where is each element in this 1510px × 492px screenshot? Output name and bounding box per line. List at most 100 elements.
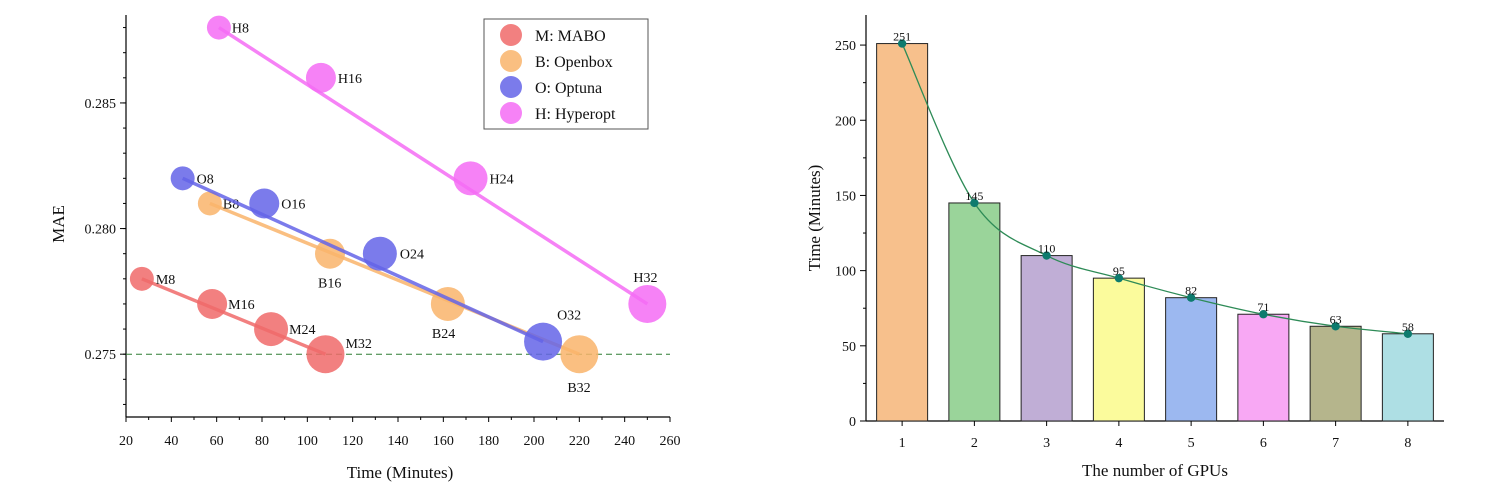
right-y-tick-label: 50 bbox=[842, 340, 856, 355]
bar-value-label: 95 bbox=[1113, 264, 1125, 278]
trend-line bbox=[901, 43, 1408, 335]
left-x-tick-label: 200 bbox=[524, 434, 545, 449]
left-x-tick-label: 60 bbox=[210, 434, 224, 449]
left-y-tick-label: 0.285 bbox=[85, 97, 117, 112]
bar bbox=[1165, 297, 1218, 422]
point-label: B32 bbox=[567, 381, 590, 396]
legend-label: M: MABO bbox=[535, 28, 606, 45]
point-label: M8 bbox=[156, 273, 175, 288]
left-y-tick-label: 0.280 bbox=[85, 223, 117, 238]
right-y-tick-label: 0 bbox=[849, 415, 856, 430]
scatter-point bbox=[206, 15, 231, 40]
left-x-tick-label: 160 bbox=[433, 434, 454, 449]
scatter-point bbox=[129, 266, 154, 291]
trend-marker bbox=[897, 39, 907, 48]
bar bbox=[948, 202, 1001, 422]
left-x-tick-label: 120 bbox=[342, 434, 363, 449]
legend-label: H: Hyperopt bbox=[535, 106, 616, 123]
scatter-point bbox=[524, 322, 563, 361]
legend-label: O: Optuna bbox=[535, 80, 602, 97]
right-x-tick-label: 4 bbox=[1115, 436, 1122, 451]
legend-marker bbox=[500, 50, 522, 72]
trend-marker bbox=[1403, 329, 1413, 338]
right-x-tick-label: 5 bbox=[1188, 436, 1195, 451]
point-label: M16 bbox=[228, 298, 254, 313]
left-x-tick-label: 140 bbox=[388, 434, 409, 449]
trend-marker bbox=[1186, 293, 1196, 302]
right-x-tick-label: 1 bbox=[899, 436, 906, 451]
scatter-point bbox=[453, 161, 488, 196]
left-x-tick-label: 220 bbox=[569, 434, 590, 449]
left-x-tick-label: 80 bbox=[255, 434, 269, 449]
series-trend-line bbox=[217, 26, 649, 306]
bar-value-label: 145 bbox=[965, 189, 983, 203]
trend-marker bbox=[970, 198, 979, 208]
point-label: O32 bbox=[557, 309, 581, 324]
bar-value-label: 71 bbox=[1257, 300, 1269, 314]
point-label: B24 bbox=[432, 327, 455, 342]
point-label: H8 bbox=[232, 22, 249, 37]
left-x-tick-label: 240 bbox=[614, 434, 635, 449]
trend-marker bbox=[1114, 273, 1124, 283]
scatter-point bbox=[170, 166, 195, 191]
right-y-axis-title: Time (Minutes) bbox=[805, 165, 824, 272]
right-x-tick-label: 6 bbox=[1260, 436, 1267, 451]
bar-value-label: 82 bbox=[1185, 284, 1197, 298]
trend-marker bbox=[1042, 251, 1051, 260]
scatter-point bbox=[254, 312, 289, 347]
bar-value-label: 110 bbox=[1038, 242, 1056, 256]
point-label: M24 bbox=[289, 323, 315, 338]
bar bbox=[1309, 325, 1362, 422]
left-y-tick-label: 0.275 bbox=[85, 348, 117, 363]
trend-marker bbox=[1259, 310, 1268, 319]
bar-value-label: 63 bbox=[1330, 312, 1342, 326]
scatter-point bbox=[197, 191, 222, 216]
point-label: H24 bbox=[490, 172, 514, 187]
right-y-tick-label: 250 bbox=[835, 39, 856, 54]
trend-marker bbox=[1331, 322, 1340, 331]
point-label: O16 bbox=[281, 197, 305, 212]
bar bbox=[1381, 333, 1434, 422]
legend-marker bbox=[500, 102, 522, 124]
point-label: M32 bbox=[345, 337, 371, 352]
left-x-tick-label: 40 bbox=[164, 434, 178, 449]
right-x-tick-label: 8 bbox=[1404, 436, 1411, 451]
right-y-tick-label: 150 bbox=[835, 189, 856, 204]
right-x-axis-title: The number of GPUs bbox=[1082, 461, 1228, 480]
left-x-tick-label: 260 bbox=[660, 434, 681, 449]
right-y-tick-label: 200 bbox=[835, 114, 856, 129]
right-x-tick-label: 2 bbox=[971, 436, 978, 451]
point-label: H16 bbox=[338, 72, 362, 87]
scatter-point bbox=[197, 288, 228, 319]
series-trend-line bbox=[181, 176, 544, 344]
scatter-point bbox=[628, 284, 667, 323]
legend-marker bbox=[500, 76, 522, 98]
bar bbox=[1020, 255, 1073, 422]
scatter-point bbox=[362, 236, 397, 271]
point-label: O24 bbox=[400, 248, 424, 263]
bar-value-label: 251 bbox=[893, 30, 911, 44]
point-label: B16 bbox=[318, 277, 341, 292]
bar bbox=[876, 43, 929, 422]
scatter-point bbox=[560, 335, 599, 374]
left-x-axis-title: Time (Minutes) bbox=[347, 463, 454, 482]
left-x-tick-label: 180 bbox=[478, 434, 499, 449]
bar bbox=[1237, 313, 1290, 422]
point-label: O8 bbox=[197, 172, 214, 187]
series-trend-line bbox=[141, 277, 327, 356]
scatter-point bbox=[315, 238, 345, 269]
bar bbox=[1092, 277, 1145, 422]
right-y-tick-label: 100 bbox=[835, 265, 856, 280]
right-x-tick-label: 7 bbox=[1332, 436, 1339, 451]
scatter-point bbox=[305, 62, 336, 93]
left-y-axis-title: MAE bbox=[49, 205, 68, 243]
bar-value-label: 58 bbox=[1402, 320, 1414, 334]
scatter-point bbox=[306, 335, 345, 374]
legend-label: B: Openbox bbox=[535, 54, 613, 71]
point-label: H32 bbox=[633, 271, 657, 286]
scatter-point bbox=[249, 188, 280, 219]
left-x-tick-label: 20 bbox=[119, 434, 133, 449]
legend-marker bbox=[500, 24, 522, 46]
right-x-tick-label: 3 bbox=[1043, 436, 1050, 451]
